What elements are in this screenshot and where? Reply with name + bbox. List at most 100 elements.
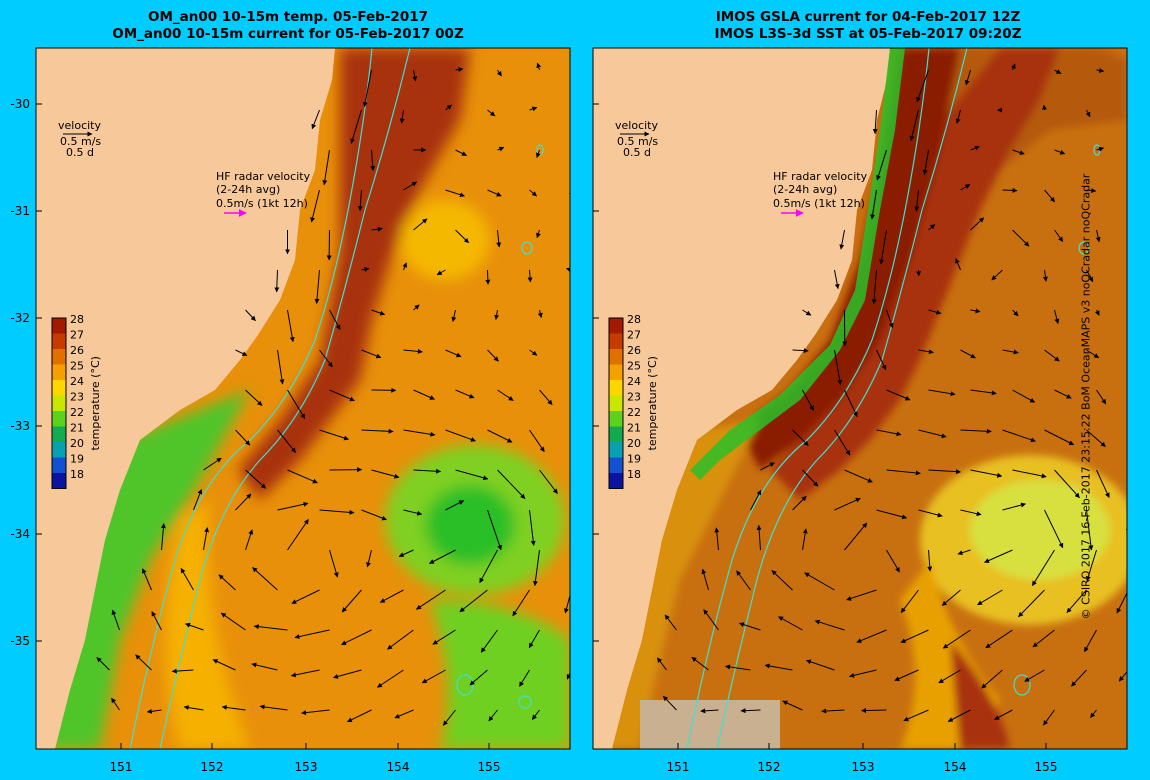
colorbar-label: temperature (°C) (89, 356, 102, 450)
hf-radar-line2: (2-24h avg) (216, 183, 280, 196)
current-vector-arrow (1018, 589, 1045, 618)
colorbar-swatch (52, 395, 66, 412)
current-vector-arrow (394, 709, 414, 719)
colorbar-tick-label: 18 (627, 468, 641, 481)
current-vector-arrow (403, 509, 423, 516)
colorbar-right: 28 27 26 25 24 23 22 21 20 19 18 temperature (°C) (608, 313, 659, 489)
current-vector-arrow (582, 390, 594, 396)
current-vector-arrow (519, 669, 530, 687)
colorbar-tick-label: 21 (70, 422, 84, 435)
colorbar-label: temperature (°C) (646, 356, 659, 450)
current-vector-arrow (497, 469, 526, 499)
current-vector-arrow (834, 349, 843, 385)
current-vector-arrow (379, 589, 404, 603)
colorbar-swatch (52, 473, 66, 489)
current-vector-arrow (142, 568, 152, 591)
current-vector-arrow (402, 262, 408, 271)
current-vector-arrow (1012, 469, 1047, 479)
current-vector-arrow (714, 527, 720, 551)
current-vector-arrow (1032, 629, 1055, 648)
colorbar-frame (51, 317, 67, 489)
current-vector-arrow (1096, 146, 1105, 152)
colorbar-tick-label: 20 (627, 437, 641, 450)
current-vector-arrow (361, 428, 394, 434)
current-vector-arrow (479, 549, 498, 584)
current-vector-arrow (805, 659, 835, 671)
current-vector-arrow (886, 549, 900, 573)
current-vector-arrow (537, 309, 543, 319)
current-vector-arrow (171, 668, 194, 674)
hf-radar-line2: (2-24h avg) (773, 183, 837, 196)
current-vector-arrow (960, 509, 982, 517)
current-vector-arrow (792, 495, 807, 511)
current-vector-arrow (981, 669, 1003, 689)
hf-radar-line1: HF radar velocity (773, 170, 868, 183)
colorbar-tick-label: 22 (627, 406, 641, 419)
x-tick-label: 151 (667, 760, 690, 774)
x-tick-label: 153 (852, 760, 875, 774)
colorbar-swatch (52, 411, 66, 427)
current-vector-arrow (329, 549, 339, 578)
right-current-vectors (656, 63, 1127, 726)
current-vector-arrow (922, 149, 929, 176)
current-vector-arrow (870, 189, 877, 220)
current-vector-arrow (942, 629, 971, 649)
current-vector-arrow (362, 69, 372, 108)
colorbar-swatch (52, 442, 66, 458)
current-vector-arrow (290, 669, 320, 678)
current-vector-arrow (1043, 709, 1055, 726)
current-vector-arrow (151, 611, 162, 631)
colorbar-swatch (52, 457, 66, 474)
current-vector-arrow (1054, 309, 1060, 324)
current-vector-arrow (814, 619, 845, 631)
colorbar-tick-label: 21 (627, 422, 641, 435)
current-vector-arrow (572, 510, 575, 536)
y-tick-label: -34 (10, 527, 30, 541)
current-vector-arrow (928, 309, 942, 315)
current-vector-arrow (487, 429, 513, 443)
hf-radar-line3: 0.5m/s (1kt 12h) (773, 197, 865, 210)
colorbar-swatch (52, 426, 66, 443)
current-vector-arrow (1086, 269, 1094, 283)
current-vector-arrow (531, 709, 540, 720)
current-vector-arrow (928, 469, 961, 475)
colorbar-tick-label: 25 (70, 360, 84, 373)
current-vector-arrow (575, 710, 582, 721)
current-vector-arrow (539, 469, 558, 494)
current-vector-arrow (970, 389, 997, 396)
current-vector-arrow (451, 309, 457, 323)
colorbar-swatch (609, 380, 623, 396)
current-vector-arrow (455, 389, 475, 399)
current-vector-arrow (529, 429, 545, 453)
current-vector-arrow (792, 348, 809, 354)
colorbar-tick-label: 18 (70, 468, 84, 481)
current-vector-arrow (487, 509, 502, 551)
current-vector-arrow (251, 662, 278, 671)
current-vector-arrow (844, 469, 873, 483)
current-vector-arrow (1041, 104, 1047, 111)
current-vector-arrow (146, 708, 162, 714)
current-vector-arrow (421, 669, 446, 684)
colorbar-swatch (52, 380, 66, 396)
colorbar-tick-label: 19 (627, 453, 641, 466)
current-vector-arrow (1044, 189, 1056, 203)
colorbar-tick-label: 25 (627, 360, 641, 373)
current-vector-arrow (876, 429, 902, 437)
current-vector-arrow (1054, 229, 1064, 243)
current-vector-arrow (371, 469, 400, 479)
current-vector-arrow (235, 429, 251, 446)
current-vector-arrow (245, 469, 267, 489)
current-vector-arrow (529, 509, 536, 546)
colorbar-swatch (609, 333, 623, 350)
current-vector-arrow (185, 622, 204, 631)
current-vector-arrow (1012, 149, 1025, 155)
current-vector-arrow (736, 570, 751, 591)
current-vector-arrow (914, 189, 920, 212)
current-vector-arrow (432, 629, 456, 645)
current-vector-arrow (578, 230, 582, 233)
current-vector-arrow (497, 146, 505, 152)
current-vector-arrow (346, 709, 372, 723)
x-tick-label: 155 (478, 760, 501, 774)
current-vector-arrow (180, 567, 194, 591)
current-vector-arrow (341, 589, 362, 613)
